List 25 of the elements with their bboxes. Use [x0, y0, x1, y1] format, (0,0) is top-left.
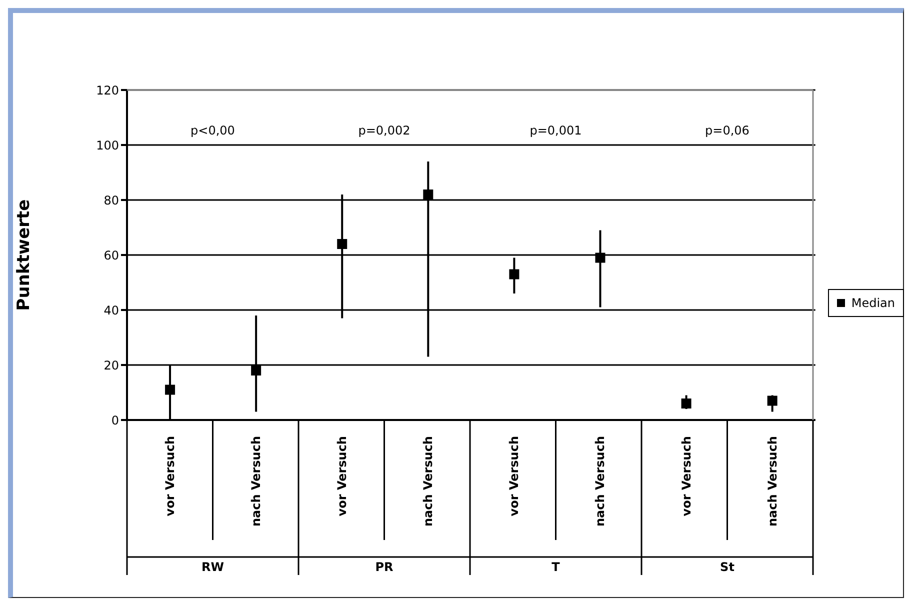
text: St	[720, 560, 735, 574]
y-tick-label: 60	[104, 248, 119, 262]
x-tick-label: nach Versuch	[421, 436, 436, 527]
annotation: p=0,06	[705, 124, 750, 138]
text: PR	[375, 560, 394, 574]
x-tick-label: vor Versuch	[163, 436, 178, 516]
annotation: p<0,00	[190, 124, 235, 138]
annotation: p=0,002	[358, 124, 410, 138]
text: RW	[202, 560, 224, 574]
text: T	[552, 560, 561, 574]
y-axis-title: Punktwerte	[14, 199, 34, 311]
y-tick-label: 100	[96, 138, 119, 152]
y-tick-label: 0	[111, 413, 119, 428]
y-tick-label: 80	[104, 193, 119, 208]
x-tick-label: nach Versuch	[765, 436, 780, 527]
y-tick-label: 20	[104, 358, 119, 372]
y-tick-label: 40	[104, 303, 119, 318]
legend-label: Median	[851, 296, 895, 310]
x-tick-label: vor Versuch	[335, 436, 350, 516]
x-tick-label: vor Versuch	[507, 436, 522, 516]
x-tick-label: vor Versuch	[679, 436, 694, 516]
annotation: p=0,001	[530, 124, 582, 138]
x-tick-label: nach Versuch	[593, 436, 608, 527]
x-tick-label: nach Versuch	[249, 436, 264, 527]
y-tick-label: 120	[96, 83, 119, 98]
